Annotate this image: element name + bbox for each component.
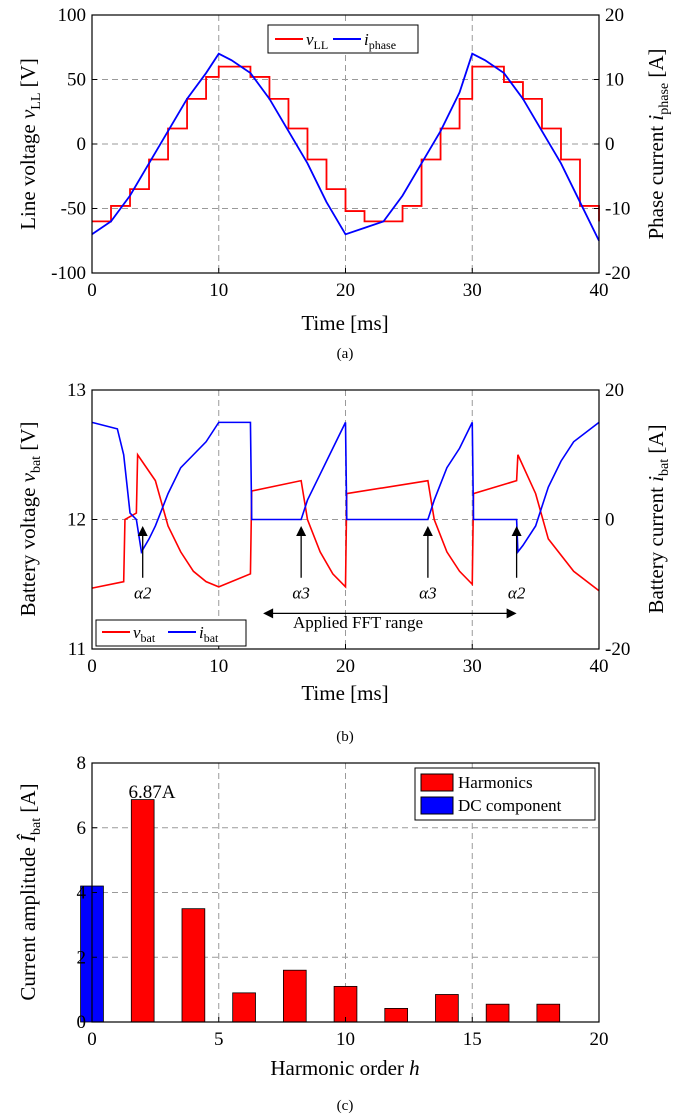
a-xtick-label: 0 [87, 280, 97, 301]
a-xtick-label: 40 [590, 280, 609, 301]
harmonic-bar [130, 799, 155, 1023]
harmonic-bar [232, 992, 256, 1023]
legend-iphase-label: iphase [364, 30, 396, 52]
a-ytick-label-left: 0 [77, 134, 87, 155]
harmonic-bar [384, 1008, 409, 1023]
a-ytick-label-left: 100 [58, 5, 87, 26]
b-xtick-label: 40 [590, 656, 609, 677]
chart-c-legend: Harmonics DC component [414, 767, 596, 821]
chart-c-caption: (c) [337, 1098, 354, 1114]
chart-b-caption: (b) [336, 729, 354, 745]
b-ytick-label-left: 12 [67, 510, 86, 531]
a-ytick-label-left: -100 [51, 263, 86, 284]
chart-a-caption: (a) [337, 346, 354, 362]
b-xtick-label: 30 [463, 656, 482, 677]
alpha-arrow-head [422, 525, 433, 536]
alpha-label: α2 [134, 584, 152, 603]
chart-b-xlabel: Time [ms] [301, 681, 388, 705]
b-ytick-label-left: 13 [67, 380, 86, 401]
chart-b-series [91, 421, 600, 592]
c-xtick-label: 15 [463, 1029, 482, 1050]
fft-range-arrow-left [263, 608, 274, 619]
legend-vbat-label: vbat [133, 623, 156, 645]
a-ytick-label-right: 0 [605, 134, 615, 155]
fft-range-arrow-right [506, 608, 517, 619]
c-ytick-label-left: 8 [77, 753, 87, 774]
c-xtick-label: 20 [590, 1029, 609, 1050]
chart-c: 0 5 10 15 20 0 2 4 6 8 Current amplitude Îbat [A]… [16, 753, 609, 1114]
harmonic-bar [536, 1003, 561, 1023]
a-ytick-label-right: 20 [605, 5, 624, 26]
series-vll-line [92, 65, 600, 223]
chart-a-ylabel-right: Phase current iphase [A] [644, 48, 672, 239]
chart-c-xlabel: Harmonic order h [270, 1056, 419, 1080]
a-ytick-label-right: 10 [605, 70, 624, 91]
a-xtick-label: 10 [209, 280, 228, 301]
chart-a-xlabel: Time [ms] [301, 311, 388, 335]
c-xtick-label: 0 [87, 1029, 97, 1050]
legend-dc-label: DC component [458, 796, 562, 815]
legend-vll-label: vLL [306, 30, 328, 52]
chart-b: 0 10 20 30 40 11 12 13 -20 0 20 Battery voltage vb… [16, 380, 672, 745]
b-xtick-label: 10 [209, 656, 228, 677]
b-xtick-label: 20 [336, 656, 355, 677]
chart-a-legend: vLL iphase [267, 24, 419, 54]
a-ytick-label-left: 50 [67, 70, 86, 91]
a-ytick-label-right: -10 [605, 199, 630, 220]
chart-b-legend: vbat ibat [95, 619, 247, 647]
alpha-arrow-head [511, 525, 522, 536]
c-xtick-label: 10 [336, 1029, 355, 1050]
c-ytick-label-left: 4 [77, 883, 87, 904]
chart-c-ylabel: Current amplitude Îbat [A] [16, 783, 44, 1000]
b-ytick-label-right: 0 [605, 510, 615, 531]
alpha-label: α3 [419, 584, 436, 603]
chart-c-bars [80, 799, 561, 1023]
chart-c-value-label: 6.87A [129, 782, 176, 803]
c-ytick-label-left: 2 [77, 947, 87, 968]
a-ytick-label-left: -50 [61, 199, 86, 220]
chart-a-ylabel-left: Line voltage vLL [V] [16, 58, 44, 230]
c-ytick-label-left: 0 [77, 1012, 87, 1033]
a-ytick-label-right: -20 [605, 263, 630, 284]
b-xtick-label: 0 [87, 656, 97, 677]
c-ytick-label-left: 6 [77, 818, 87, 839]
legend-dc-swatch [420, 796, 454, 815]
harmonic-bar [282, 969, 307, 1023]
chart-b-ylabel-left: Battery voltage vbat [V] [16, 422, 44, 617]
chart-b-annotations: Applied FFT range α2 α3 α3 α2 [134, 525, 526, 632]
c-xtick-label: 5 [214, 1029, 224, 1050]
chart-c-ticks: 0 5 10 15 20 0 2 4 6 8 [77, 753, 609, 1050]
legend-harmonics-swatch [420, 773, 454, 792]
b-ytick-label-right: -20 [605, 639, 630, 660]
fft-range-label: Applied FFT range [293, 613, 423, 632]
a-xtick-label: 30 [463, 280, 482, 301]
alpha-label: α3 [292, 584, 309, 603]
harmonic-bar [435, 994, 459, 1023]
a-xtick-label: 20 [336, 280, 355, 301]
alpha-label: α2 [508, 584, 526, 603]
series-vbat-line [91, 452, 600, 592]
b-ytick-label-right: 20 [605, 380, 624, 401]
chart-b-ticks: 0 10 20 30 40 11 12 13 -20 0 20 [67, 380, 630, 677]
b-ytick-label-left: 11 [68, 639, 86, 660]
legend-harmonics-label: Harmonics [458, 773, 533, 792]
harmonic-bar [485, 1003, 510, 1023]
series-iphase-line [91, 52, 600, 242]
legend-ibat-label: ibat [199, 623, 219, 645]
chart-b-ylabel-right: Battery current ibat [A] [644, 424, 672, 613]
harmonic-bar [181, 908, 206, 1023]
alpha-arrow-head [296, 525, 307, 536]
chart-a-series [91, 52, 600, 242]
alpha-arrow-head [137, 525, 148, 536]
series-ibat-line [91, 421, 600, 555]
harmonic-bar [333, 985, 358, 1023]
